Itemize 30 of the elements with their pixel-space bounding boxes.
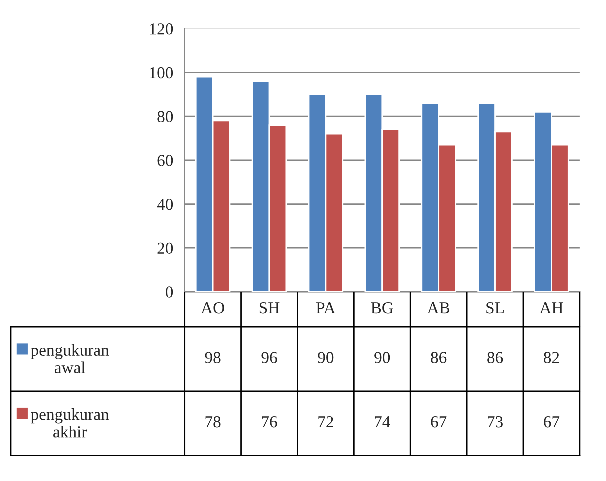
y-tick-label: 120 bbox=[150, 24, 174, 35]
data-label: 67 bbox=[431, 416, 447, 428]
data-label: 90 bbox=[318, 352, 334, 364]
data-label: 90 bbox=[374, 352, 390, 364]
data-label: 74 bbox=[375, 416, 390, 428]
data-label: 98 bbox=[205, 352, 221, 364]
x-tick-label: PA bbox=[316, 302, 336, 314]
data-label: 82 bbox=[544, 352, 560, 364]
data-label: 78 bbox=[206, 416, 221, 428]
data-label: 72 bbox=[318, 416, 334, 428]
x-tick-label: AB bbox=[427, 302, 450, 314]
y-tick-label: 0 bbox=[166, 286, 174, 298]
x-tick-label: AO bbox=[201, 302, 224, 314]
data-label: 96 bbox=[262, 352, 278, 364]
data-label: 76 bbox=[262, 416, 278, 428]
x-tick-label: BG bbox=[371, 302, 394, 314]
x-tick-label: AH bbox=[540, 302, 564, 314]
data-label: 86 bbox=[431, 352, 447, 364]
x-tick-label: SL bbox=[486, 302, 504, 314]
y-tick-label: 100 bbox=[150, 67, 174, 79]
y-tick-label: 40 bbox=[157, 198, 174, 210]
y-tick-label: 80 bbox=[158, 111, 174, 123]
data-label: 73 bbox=[488, 416, 503, 428]
legend-label: pengukuran akhir bbox=[31, 408, 110, 438]
data-label: 86 bbox=[488, 352, 504, 364]
x-tick-label: SH bbox=[260, 302, 280, 314]
data-label: 67 bbox=[544, 416, 560, 428]
legend-label: pengukuran awal bbox=[31, 344, 110, 374]
y-tick-label: 20 bbox=[158, 242, 174, 254]
y-tick-label: 60 bbox=[158, 155, 174, 166]
